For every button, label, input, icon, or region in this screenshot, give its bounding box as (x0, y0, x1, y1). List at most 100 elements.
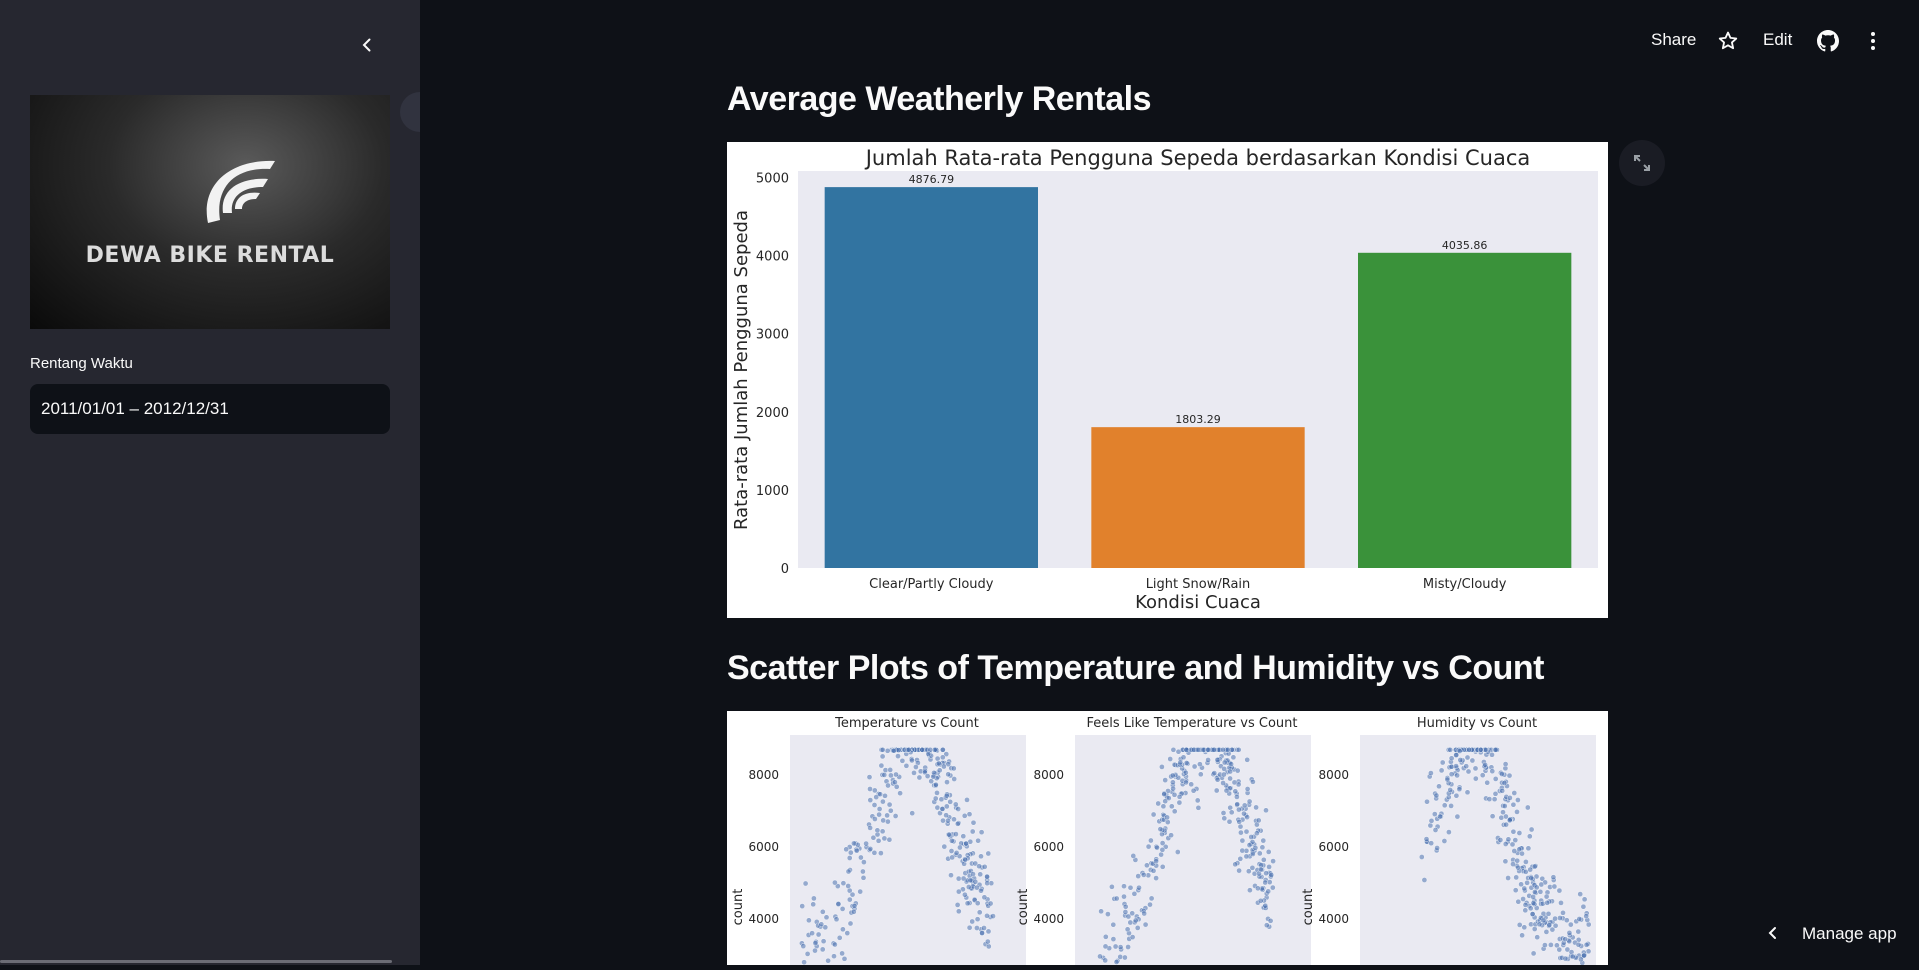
scatter-point (1527, 866, 1534, 873)
scatter-point (1427, 822, 1434, 829)
scatter-point (1150, 867, 1157, 874)
scatter-point (1464, 754, 1471, 761)
scatter-point (848, 849, 854, 856)
weather-bar-chart: Jumlah Rata-rata Pengguna Sepeda berdasa… (727, 142, 1608, 618)
scatter-point (841, 955, 848, 962)
scatter-point (1228, 761, 1234, 767)
star-button[interactable] (1717, 30, 1739, 52)
scatter-point (1255, 817, 1262, 824)
scatter-point (882, 767, 889, 773)
scatter-point (1098, 908, 1104, 915)
sidebar-resize-handle[interactable] (400, 92, 420, 132)
scatter-point (879, 747, 886, 753)
scatter-point (1258, 866, 1264, 873)
scatter-point (1530, 894, 1536, 900)
scatter-point (938, 796, 945, 803)
scatter-point (1162, 777, 1169, 783)
scatter-point (845, 868, 852, 875)
scatter-point (1564, 946, 1571, 953)
scatter-point (1159, 840, 1166, 846)
scatter-point (1433, 792, 1440, 799)
share-button[interactable]: Share (1651, 30, 1697, 49)
manage-app-button[interactable]: Manage app (1766, 924, 1897, 944)
scatter-point (832, 879, 838, 886)
scatter-point (1270, 858, 1276, 864)
scatter-point (987, 900, 994, 907)
scatter-point (870, 834, 877, 841)
scatter-point (1105, 911, 1111, 917)
scatter-point (799, 903, 805, 909)
collapse-sidebar-button[interactable] (352, 30, 382, 60)
scatter-point (1171, 792, 1178, 798)
scatter-point (851, 902, 858, 909)
scatter-point (1124, 926, 1131, 933)
scatter-point (1501, 780, 1508, 786)
scatter-point (881, 835, 888, 842)
scatter-point (964, 900, 971, 907)
scatter-point (1125, 944, 1131, 950)
scatter-point (955, 806, 961, 812)
scatter-point (1456, 748, 1463, 754)
scatter-point (1247, 887, 1253, 893)
scatter-point (1254, 830, 1260, 836)
scatter-point (1171, 808, 1178, 815)
scatter-point (833, 916, 840, 923)
scatter-point (1246, 798, 1253, 805)
scatter-point (1477, 747, 1484, 753)
scatter-point (1226, 818, 1233, 825)
scatter-point (1558, 900, 1564, 906)
scatter-point (800, 943, 807, 949)
scatter-point (1523, 859, 1529, 865)
scatter-point (967, 877, 974, 884)
scatter-point (936, 767, 943, 774)
scatter-point (809, 930, 815, 936)
scatter-point (1197, 771, 1204, 778)
scatter-point (1441, 838, 1448, 844)
scatter-point (847, 896, 853, 903)
scatter-point (1548, 942, 1554, 948)
scatter-point (976, 863, 982, 869)
edit-button[interactable]: Edit (1763, 30, 1793, 49)
scatter-point (928, 778, 934, 784)
github-button[interactable] (1817, 30, 1839, 52)
scatter-point (1117, 944, 1124, 950)
scatter-point (1530, 950, 1537, 957)
weather-section-title: Average Weatherly Rentals (727, 80, 1152, 118)
scatter-point (1164, 814, 1170, 821)
scatter-point (1500, 809, 1506, 815)
x-tick-label: Clear/Partly Cloudy (869, 577, 994, 592)
scatter-point (903, 763, 910, 769)
main-menu-button[interactable] (1862, 30, 1884, 52)
scatter-point (916, 774, 923, 781)
scatter-point (1224, 747, 1231, 753)
scatter-y-axis-label: count (731, 889, 746, 926)
scatter-point (1472, 765, 1479, 772)
scatter-point (1155, 800, 1162, 807)
scatter-point (1502, 841, 1509, 847)
scatter-point (1502, 858, 1509, 865)
scatter-point (888, 772, 894, 779)
scatter-point (1144, 862, 1150, 869)
scatter-point (1165, 795, 1172, 801)
scatter-point (941, 763, 947, 770)
y-tick-label: 2000 (756, 406, 789, 421)
scatter-point (1140, 872, 1147, 878)
scatter-point (1259, 844, 1266, 851)
scatter-point (891, 747, 897, 754)
scatter-point (1122, 909, 1129, 915)
scatter-point (1428, 770, 1434, 776)
scatter-point (969, 828, 976, 835)
scatter-point (1580, 903, 1587, 910)
scatter-point (1195, 805, 1202, 811)
fullscreen-button[interactable] (1619, 140, 1665, 186)
scatter-point (1469, 757, 1476, 764)
scatter-point (1520, 896, 1526, 902)
scatter-point (974, 925, 980, 931)
scatter-point (962, 856, 969, 863)
sidebar-scrollbar[interactable] (0, 960, 392, 963)
scatter-point (1492, 776, 1499, 782)
scatter-point (1153, 858, 1159, 864)
chart-title: Jumlah Rata-rata Pengguna Sepeda berdasa… (864, 146, 1531, 170)
scatter-point (1234, 801, 1241, 807)
date-range-input[interactable]: 2011/01/01 – 2012/12/31 (30, 384, 390, 434)
